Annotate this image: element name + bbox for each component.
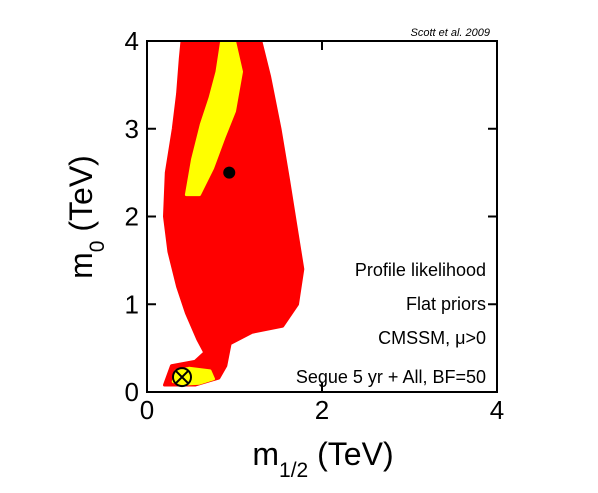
svg-text:m1/2 (TeV): m1/2 (TeV) [252,436,393,482]
credit-text: Scott et al. 2009 [411,27,491,39]
svg-text:m0 (TeV): m0 (TeV) [63,155,109,279]
annotation-text: Segue 5 yr + All, BF=50 [296,367,486,387]
y-axis-label-sub: 0 [86,241,109,253]
x-tick-label: 4 [490,395,504,425]
posterior-mean-marker [172,367,192,388]
x-axis-label-unit: (TeV) [308,436,393,472]
y-tick-label: 2 [125,202,139,232]
y-axis-label-unit: (TeV) [63,155,99,240]
x-axis-label: m1/2 (TeV) [252,436,393,482]
contour-region-outer [163,41,305,387]
y-tick-label: 1 [125,289,139,319]
contour-region-inner-lower [171,366,215,386]
annotation-text: Flat priors [406,294,486,314]
annotation-text: CMSSM, μ>0 [378,328,486,348]
y-tick-label: 0 [125,377,139,407]
best-fit-point [223,166,236,179]
x-tick-label: 0 [140,395,154,425]
annotations: Profile likelihood Flat priors CMSSM, μ>0 S… [296,260,486,387]
x-tick-label: 2 [315,395,329,425]
axis-ticks: 0 2 4 0 1 2 3 4 [125,26,505,425]
contour-region-inner-upper [184,41,243,197]
y-tick-label: 4 [125,26,139,56]
y-axis-label-main: m [63,252,99,279]
x-axis-label-main: m [252,436,279,472]
annotation-text: Profile likelihood [355,260,486,280]
y-axis-label: m0 (TeV) [63,155,109,279]
x-axis-label-sub: 1/2 [279,459,308,482]
y-tick-label: 3 [125,114,139,144]
